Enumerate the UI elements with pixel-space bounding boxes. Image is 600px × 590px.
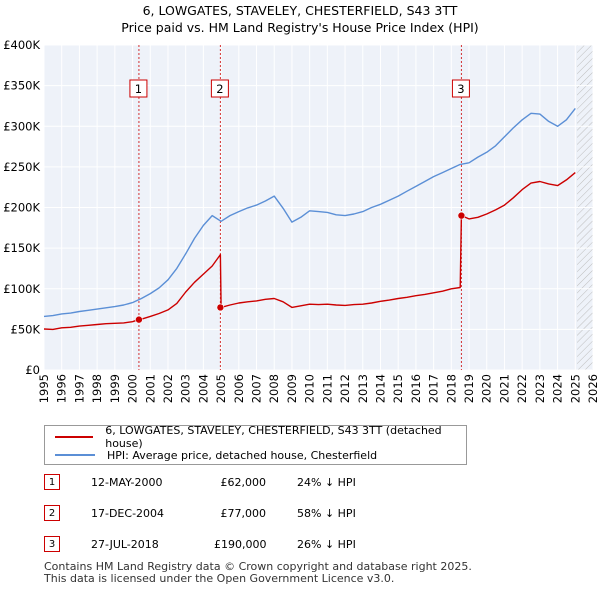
sale-label-box bbox=[129, 79, 148, 98]
footer-attribution: Contains HM Land Registry data © Crown c… bbox=[44, 561, 472, 585]
sale-label-box bbox=[451, 79, 470, 98]
x-tick-label: 2000 bbox=[126, 374, 140, 403]
legend: 6, LOWGATES, STAVELEY, CHESTERFIELD, S43… bbox=[44, 424, 467, 465]
sale-date: 12-MAY-2000 bbox=[91, 476, 163, 489]
x-tick-label: 2025 bbox=[568, 374, 582, 403]
sale-label-number: 3 bbox=[457, 82, 464, 96]
x-tick-label: 2007 bbox=[250, 374, 264, 403]
x-tick-label: 1998 bbox=[90, 374, 104, 403]
y-axis-ticks: £0 £50K £100K £150K £200K £250K £300K £350K £400… bbox=[3, 38, 40, 377]
y-tick-label: £250K bbox=[3, 160, 40, 174]
legend-swatch-red bbox=[55, 436, 94, 438]
sale-point bbox=[135, 315, 143, 324]
sale-price: £190,000 bbox=[214, 538, 267, 551]
sale-number-badge: 3 bbox=[44, 536, 60, 552]
title-line-2: Price paid vs. HM Land Registry's House … bbox=[121, 20, 479, 35]
sale-hpi-diff: 24% ↓ HPI bbox=[297, 476, 356, 489]
sale-label-number: 2 bbox=[216, 82, 223, 96]
sale-date: 17-DEC-2004 bbox=[91, 507, 165, 520]
y-tick-label: £50K bbox=[11, 322, 41, 336]
sale-date: 27-JUL-2018 bbox=[91, 538, 159, 551]
grid-lines bbox=[43, 44, 594, 371]
hpi-line bbox=[43, 107, 576, 318]
y-tick-label: £100K bbox=[3, 282, 40, 296]
sale-label-number: 1 bbox=[135, 82, 142, 96]
legend-item-hpi: HPI: Average price, detached house, Ches… bbox=[55, 446, 377, 464]
sale-hpi-diff: 58% ↓ HPI bbox=[297, 507, 356, 520]
x-tick-label: 2005 bbox=[214, 374, 228, 403]
x-tick-label: 2022 bbox=[515, 374, 529, 403]
footer-line-2: This data is licensed under the Open Gov… bbox=[44, 572, 395, 585]
x-tick-label: 2020 bbox=[480, 374, 494, 403]
x-tick-label: 2010 bbox=[303, 374, 317, 403]
y-tick-label: £400K bbox=[3, 38, 40, 52]
y-tick-label: £150K bbox=[3, 241, 40, 255]
x-tick-label: 2001 bbox=[143, 374, 157, 403]
sale-number-badge: 2 bbox=[44, 505, 60, 521]
x-tick-label: 2004 bbox=[196, 374, 210, 403]
x-tick-label: 2013 bbox=[356, 374, 370, 403]
x-tick-label: 2015 bbox=[391, 374, 405, 403]
x-tick-label: 2011 bbox=[320, 374, 334, 403]
x-tick-label: 2026 bbox=[586, 374, 600, 403]
x-tick-label: 2016 bbox=[409, 374, 423, 403]
chart-title: 6, LOWGATES, STAVELEY, CHESTERFIELD, S43… bbox=[0, 2, 600, 36]
sale-row: 3 27-JUL-2018 £190,000 26% ↓ HPI bbox=[44, 536, 464, 556]
legend-label-property: 6, LOWGATES, STAVELEY, CHESTERFIELD, S43… bbox=[105, 424, 442, 450]
price-chart: 1 2 3 £0 £50K £100K £150K £200K £250K £300K £350K… bbox=[3, 38, 600, 403]
x-tick-label: 1999 bbox=[108, 374, 122, 403]
legend-label-hpi: HPI: Average price, detached house, Ches… bbox=[107, 448, 378, 462]
sale-number-badge: 1 bbox=[44, 474, 60, 490]
sale-price: £77,000 bbox=[220, 507, 267, 520]
x-tick-label: 2024 bbox=[551, 374, 565, 403]
x-tick-label: 2002 bbox=[161, 374, 175, 403]
y-tick-label: £0 bbox=[25, 363, 40, 377]
sale-date-lines: 1 2 3 bbox=[129, 45, 470, 370]
x-tick-label: 1997 bbox=[72, 374, 86, 403]
x-tick-label: 2012 bbox=[338, 374, 352, 403]
x-tick-label: 2023 bbox=[533, 374, 547, 403]
legend-item-property: 6, LOWGATES, STAVELEY, CHESTERFIELD, S43… bbox=[55, 424, 466, 450]
sale-hpi-diff: 26% ↓ HPI bbox=[297, 538, 356, 551]
title-line-1: 6, LOWGATES, STAVELEY, CHESTERFIELD, S43… bbox=[142, 3, 458, 18]
x-tick-label: 2006 bbox=[232, 374, 246, 403]
sale-point bbox=[216, 303, 225, 312]
y-tick-label: £350K bbox=[3, 79, 40, 93]
x-tick-label: 2018 bbox=[444, 374, 458, 403]
y-tick-label: £300K bbox=[3, 119, 40, 133]
x-tick-label: 1995 bbox=[37, 374, 51, 403]
legend-swatch-blue bbox=[55, 454, 95, 456]
x-tick-label: 2003 bbox=[179, 374, 193, 403]
sale-markers bbox=[135, 211, 466, 324]
x-tick-label: 2014 bbox=[373, 374, 387, 403]
x-tick-label: 1996 bbox=[55, 374, 69, 403]
x-tick-label: 2019 bbox=[462, 374, 476, 403]
x-tick-label: 2021 bbox=[497, 374, 511, 403]
sale-label-box bbox=[210, 79, 229, 98]
sale-row: 2 17-DEC-2004 £77,000 58% ↓ HPI bbox=[44, 505, 464, 525]
footer-line-1: Contains HM Land Registry data © Crown c… bbox=[44, 560, 472, 573]
y-tick-label: £200K bbox=[3, 201, 40, 215]
x-tick-label: 2008 bbox=[267, 374, 281, 403]
x-tick-label: 2009 bbox=[285, 374, 299, 403]
x-tick-label: 2017 bbox=[427, 374, 441, 403]
sale-price: £62,000 bbox=[220, 476, 267, 489]
sale-row: 1 12-MAY-2000 £62,000 24% ↓ HPI bbox=[44, 474, 464, 494]
x-axis-ticks: 1995 1996 1997 1998 1999 2000 2001 2002 2003 2004… bbox=[37, 374, 600, 403]
sale-point bbox=[457, 211, 466, 220]
